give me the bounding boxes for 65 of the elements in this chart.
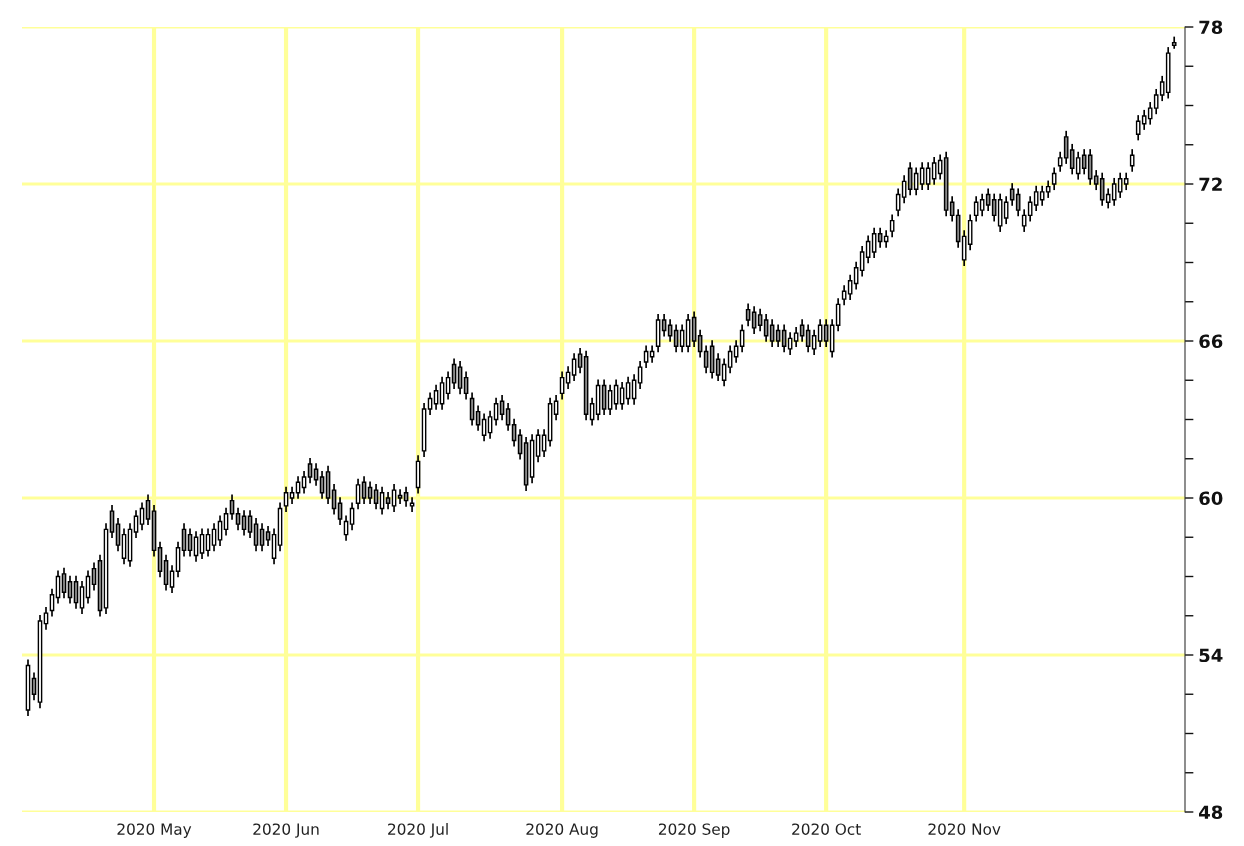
candlestick <box>199 528 205 560</box>
candlestick <box>391 484 397 512</box>
candlestick <box>787 332 793 355</box>
candlestick <box>109 505 115 539</box>
candlestick <box>253 518 259 552</box>
candlestick <box>43 607 49 630</box>
candlestick <box>355 478 361 510</box>
candlestick <box>553 395 559 421</box>
candlestick <box>265 525 271 546</box>
candlestick <box>859 245 865 277</box>
x-tick-label: 2020 Sep <box>658 823 730 838</box>
candlestick <box>889 214 895 238</box>
y-tick-label: 48 <box>1199 805 1223 820</box>
candlestick <box>1069 143 1075 175</box>
candlestick <box>331 484 337 515</box>
candlestick <box>1063 130 1069 164</box>
candlestick <box>643 345 649 369</box>
candlestick <box>745 303 751 327</box>
candlestick <box>307 457 313 484</box>
x-tick-label: 2020 Jun <box>253 823 319 838</box>
y-tick-label: 54 <box>1199 648 1223 663</box>
candlestick <box>1093 170 1099 191</box>
candlestick <box>409 497 415 512</box>
candlestick <box>811 329 817 355</box>
candlestick <box>607 384 613 416</box>
candlestick <box>775 324 781 348</box>
candlestick <box>577 348 583 374</box>
candlestick <box>1171 36 1177 49</box>
candlestick <box>757 308 763 332</box>
candlestick <box>115 518 121 552</box>
y-tick-label: 78 <box>1199 20 1223 35</box>
candlestick <box>661 313 667 337</box>
x-tick-label: 2020 Aug <box>526 823 598 838</box>
candlestick <box>283 486 289 512</box>
candlestick <box>145 494 151 526</box>
y-tick-label: 60 <box>1199 491 1223 506</box>
candlestick <box>871 227 877 259</box>
candlestick <box>1051 167 1057 191</box>
candlestick <box>457 361 463 395</box>
x-tick-label: 2020 Nov <box>928 823 1001 835</box>
x-tick-label: 2020 May <box>117 823 192 838</box>
candlestick <box>985 188 991 212</box>
candlestick <box>499 395 505 421</box>
candlestick <box>1033 185 1039 212</box>
y-tick-label: 66 <box>1199 334 1223 349</box>
candlestick <box>235 507 241 531</box>
x-tick-label: 2020 Oct <box>792 823 861 835</box>
candlestick <box>367 481 373 505</box>
candlestick <box>397 489 403 505</box>
candlestick <box>217 515 223 546</box>
candlestick <box>1129 149 1135 172</box>
candlestick <box>61 567 67 599</box>
y-tick-label: 72 <box>1199 177 1222 191</box>
candlestick <box>451 358 457 389</box>
candlestick <box>847 274 853 300</box>
candlestick <box>637 361 643 389</box>
x-tick-label: 2020 Jul <box>388 823 448 838</box>
candlestick <box>427 392 433 416</box>
candlestick <box>1021 209 1027 232</box>
candlestick <box>565 366 571 389</box>
candlestick <box>979 193 985 217</box>
candlestick <box>301 470 307 494</box>
candlestick <box>793 327 799 348</box>
candlestick <box>373 484 379 510</box>
candlestick <box>79 580 85 614</box>
